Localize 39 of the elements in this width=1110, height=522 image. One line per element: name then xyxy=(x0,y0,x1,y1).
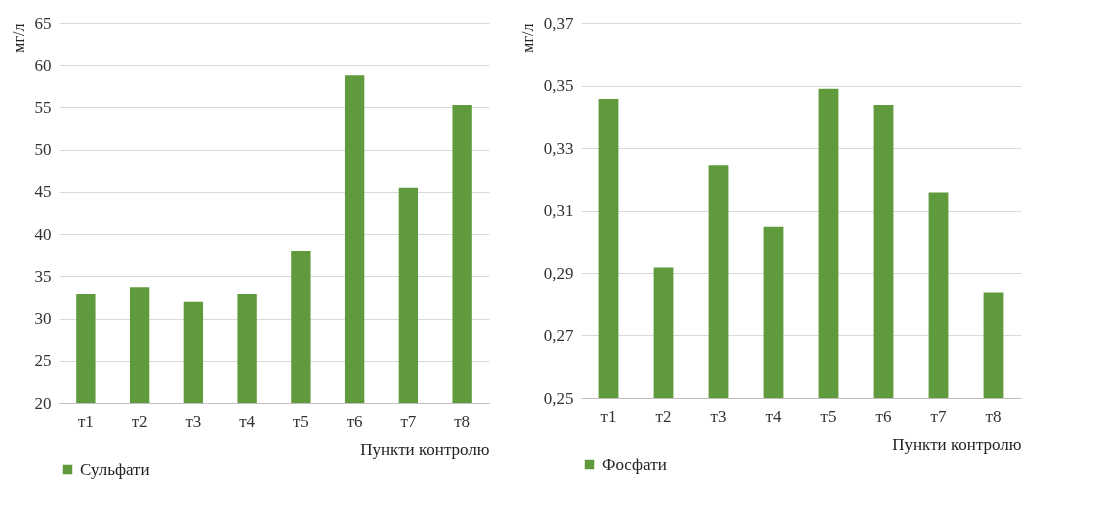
x-tick-label: т4 xyxy=(765,406,782,426)
x-tick-label: т4 xyxy=(239,411,256,431)
y-tick-label: 40 xyxy=(34,224,52,244)
x-tick-label: т1 xyxy=(600,406,617,426)
y-tick-label: 0,33 xyxy=(543,138,574,158)
y-tick-label: 30 xyxy=(34,309,52,329)
y-tick-label: 45 xyxy=(34,182,52,202)
y-tick-label: 55 xyxy=(34,97,52,117)
x-tick-label: т3 xyxy=(185,411,202,431)
y-tick-label: 0,31 xyxy=(543,201,574,220)
y-tick-label: 35 xyxy=(34,266,52,286)
x-tick-label: т6 xyxy=(875,406,892,426)
y-tick-label: 0,37 xyxy=(543,13,574,33)
x-tick-label: т1 xyxy=(77,411,94,431)
legend-label: Сульфати xyxy=(80,459,150,479)
x-axis-title: Пункти контролю xyxy=(360,439,490,459)
x-tick-label: т8 xyxy=(985,406,1002,426)
y-tick-label: 60 xyxy=(34,55,52,75)
x-tick-label: т6 xyxy=(346,411,363,431)
x-tick-label: т2 xyxy=(131,411,148,431)
x-tick-label: т5 xyxy=(292,411,309,431)
legend-label: Фосфати xyxy=(602,454,667,474)
x-tick-label: т3 xyxy=(710,406,727,426)
y-axis-title: мг/л xyxy=(518,23,536,53)
x-tick-label: т7 xyxy=(400,411,417,431)
x-tick-label: т2 xyxy=(655,406,672,426)
x-tick-label: т8 xyxy=(454,411,471,431)
y-axis-title: мг/л xyxy=(9,23,27,53)
y-tick-label: 0,35 xyxy=(543,76,574,95)
y-tick-label: 65 xyxy=(34,13,52,33)
x-tick-label: т7 xyxy=(930,406,947,426)
y-tick-label: 20 xyxy=(34,393,52,413)
y-tick-label: 0,29 xyxy=(543,263,574,283)
y-tick-label: 50 xyxy=(34,140,52,160)
x-tick-label: т5 xyxy=(820,406,837,426)
y-tick-label: 0,25 xyxy=(543,388,574,408)
y-tick-label: 25 xyxy=(34,351,52,371)
x-axis-title: Пункти контролю xyxy=(892,434,1022,454)
y-tick-label: 0,27 xyxy=(543,326,574,345)
